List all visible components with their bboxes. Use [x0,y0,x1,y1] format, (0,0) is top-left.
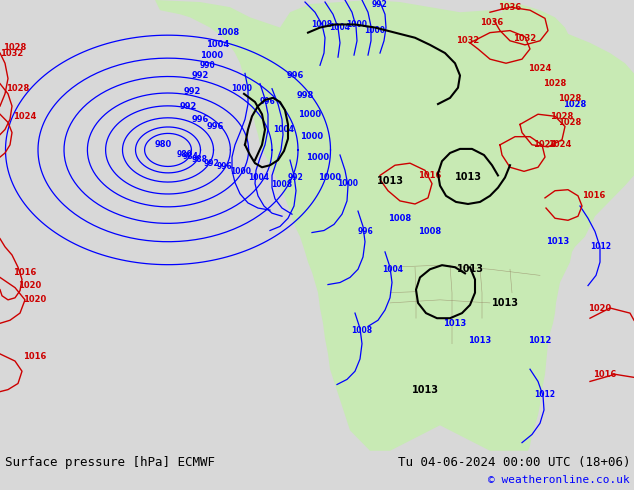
Text: 1008: 1008 [311,20,333,29]
Text: 998: 998 [296,91,314,100]
Text: 1004: 1004 [382,265,403,274]
Text: 980: 980 [176,150,192,159]
Text: 1000: 1000 [301,132,323,141]
Polygon shape [500,0,570,55]
Text: 1032: 1032 [456,36,480,45]
Text: 992: 992 [204,159,219,168]
Text: 1008: 1008 [351,326,373,335]
Text: 1013: 1013 [456,264,484,274]
Text: 1028: 1028 [564,99,586,108]
Text: 1013: 1013 [491,298,519,308]
Polygon shape [155,0,634,451]
Text: 1028: 1028 [3,44,27,52]
Text: 1000: 1000 [337,179,358,188]
Text: 990: 990 [200,61,216,70]
Text: 1013: 1013 [411,385,439,394]
Text: 1016: 1016 [418,171,442,180]
Text: 992: 992 [179,101,197,111]
Text: 1000: 1000 [347,20,368,29]
Text: 1028: 1028 [559,118,581,127]
Text: Tu 04-06-2024 00:00 UTC (18+06): Tu 04-06-2024 00:00 UTC (18+06) [398,456,630,469]
Text: 1024: 1024 [548,140,572,149]
Text: 1008: 1008 [216,28,240,37]
Text: 996: 996 [191,115,209,124]
Text: 992: 992 [191,71,209,80]
Text: 1036: 1036 [498,2,522,12]
Text: Surface pressure [hPa] ECMWF: Surface pressure [hPa] ECMWF [5,456,215,469]
Text: 1004: 1004 [249,173,269,182]
Text: 1028: 1028 [543,79,567,88]
Text: 984: 984 [183,152,198,161]
Text: 1013: 1013 [443,319,467,328]
Text: 1020: 1020 [18,281,42,290]
Text: 1032: 1032 [1,49,23,57]
Text: 1008: 1008 [271,180,292,189]
Text: 1000: 1000 [306,152,330,162]
Text: 1013: 1013 [455,172,481,182]
Text: 1013: 1013 [469,336,491,345]
Text: 1012: 1012 [534,390,555,399]
Text: 1032: 1032 [514,34,536,43]
Text: 1028: 1028 [550,112,574,121]
Text: 1016: 1016 [593,370,617,379]
Text: 1024: 1024 [528,64,552,73]
Text: 1020: 1020 [588,303,612,313]
Text: 1016: 1016 [23,352,47,362]
Text: 1004: 1004 [207,40,230,49]
Text: 1012: 1012 [590,243,612,251]
Text: 1024: 1024 [533,140,557,149]
Text: 1000: 1000 [230,168,251,176]
Text: 1036: 1036 [481,18,503,27]
Text: 996: 996 [206,122,224,131]
Text: 1028: 1028 [559,95,581,103]
Text: 992: 992 [183,87,201,97]
Text: 1008: 1008 [389,214,411,223]
Text: 996: 996 [357,227,373,236]
Text: 996: 996 [260,98,276,106]
Text: © weatheronline.co.uk: © weatheronline.co.uk [488,475,630,485]
Text: 1013: 1013 [547,237,569,246]
Text: 1008: 1008 [418,227,441,236]
Text: 1004: 1004 [330,23,351,32]
Text: 992: 992 [372,0,388,9]
Text: 988: 988 [192,155,208,164]
Text: 1020: 1020 [23,295,47,304]
Text: 1012: 1012 [528,336,552,345]
Text: 1000: 1000 [200,50,224,60]
Text: 992: 992 [288,173,304,182]
Text: 1016: 1016 [13,268,37,277]
Text: 1000: 1000 [365,26,385,35]
Text: 1024: 1024 [13,112,37,121]
Text: 1016: 1016 [582,191,605,200]
Text: 1028: 1028 [6,84,30,93]
Text: 1000: 1000 [299,110,321,119]
Text: 1000: 1000 [231,84,252,93]
Text: 996: 996 [287,71,304,80]
Text: 1013: 1013 [377,175,403,186]
Text: 980: 980 [154,140,172,149]
Text: 1004: 1004 [273,125,295,134]
Text: 996: 996 [217,163,232,172]
Text: 1000: 1000 [318,173,342,182]
